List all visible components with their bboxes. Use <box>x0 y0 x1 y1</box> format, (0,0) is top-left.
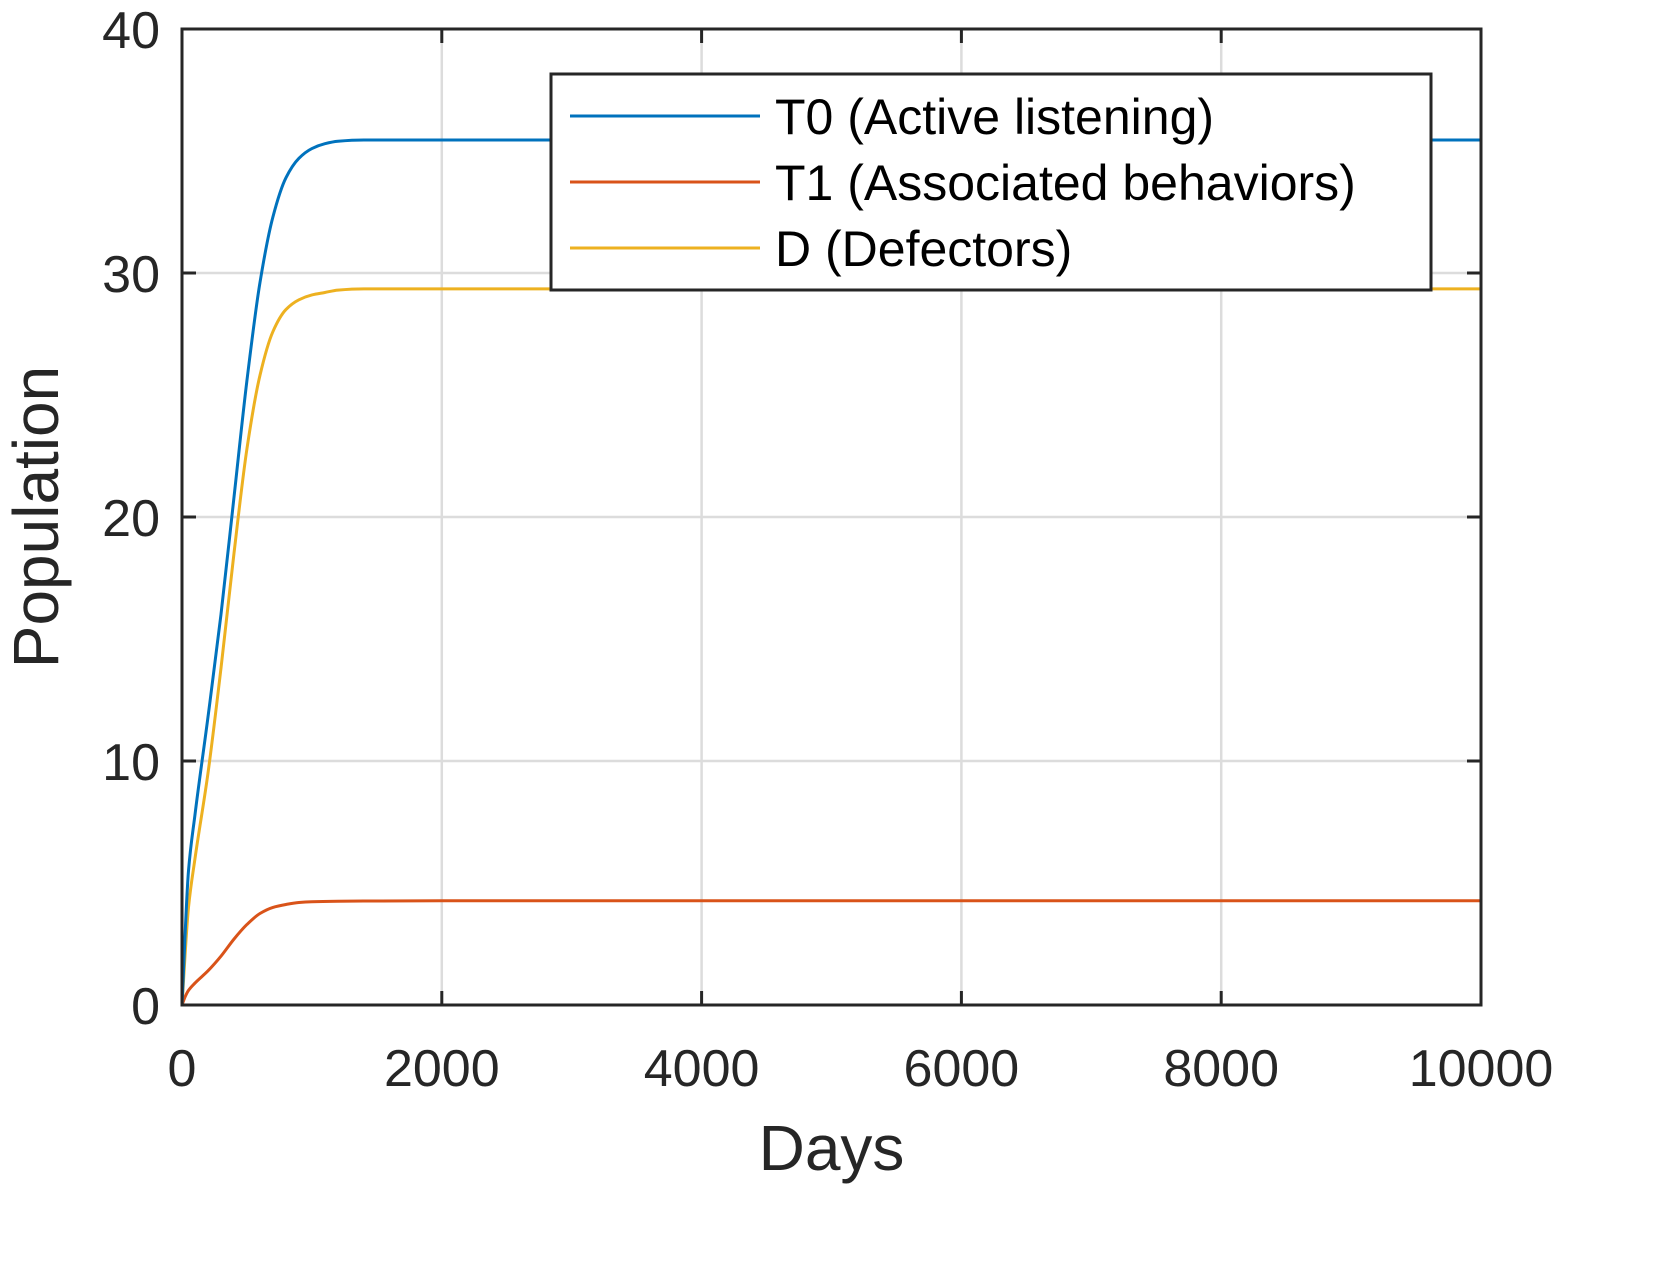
y-tick-label: 40 <box>102 2 160 60</box>
x-tick-label: 10000 <box>1409 1040 1554 1098</box>
legend: T0 (Active listening) T1 (Associated beha… <box>549 72 1433 292</box>
y-tick-label: 10 <box>102 734 160 792</box>
x-axis-label: Days <box>759 1112 905 1184</box>
legend-entry-label: T0 (Active listening) <box>775 89 1214 145</box>
x-tick-label: 0 <box>168 1040 197 1098</box>
y-tick-label: 20 <box>102 490 160 548</box>
series-line-1 <box>180 899 1481 1006</box>
y-axis-label: Population <box>0 366 72 668</box>
y-tick-label: 0 <box>131 978 160 1036</box>
legend-entry-label: T1 (Associated behaviors) <box>775 155 1356 211</box>
x-tick-label: 4000 <box>644 1040 760 1098</box>
x-tick-label: 6000 <box>904 1040 1020 1098</box>
x-tick-label: 8000 <box>1163 1040 1279 1098</box>
axis-ticks: 0 2000 4000 6000 8000 10000 0 10 20 30 40 <box>102 2 1553 1098</box>
x-tick-label: 2000 <box>384 1040 500 1098</box>
y-tick-label: 30 <box>102 246 160 304</box>
legend-entry-label: D (Defectors) <box>775 221 1072 277</box>
